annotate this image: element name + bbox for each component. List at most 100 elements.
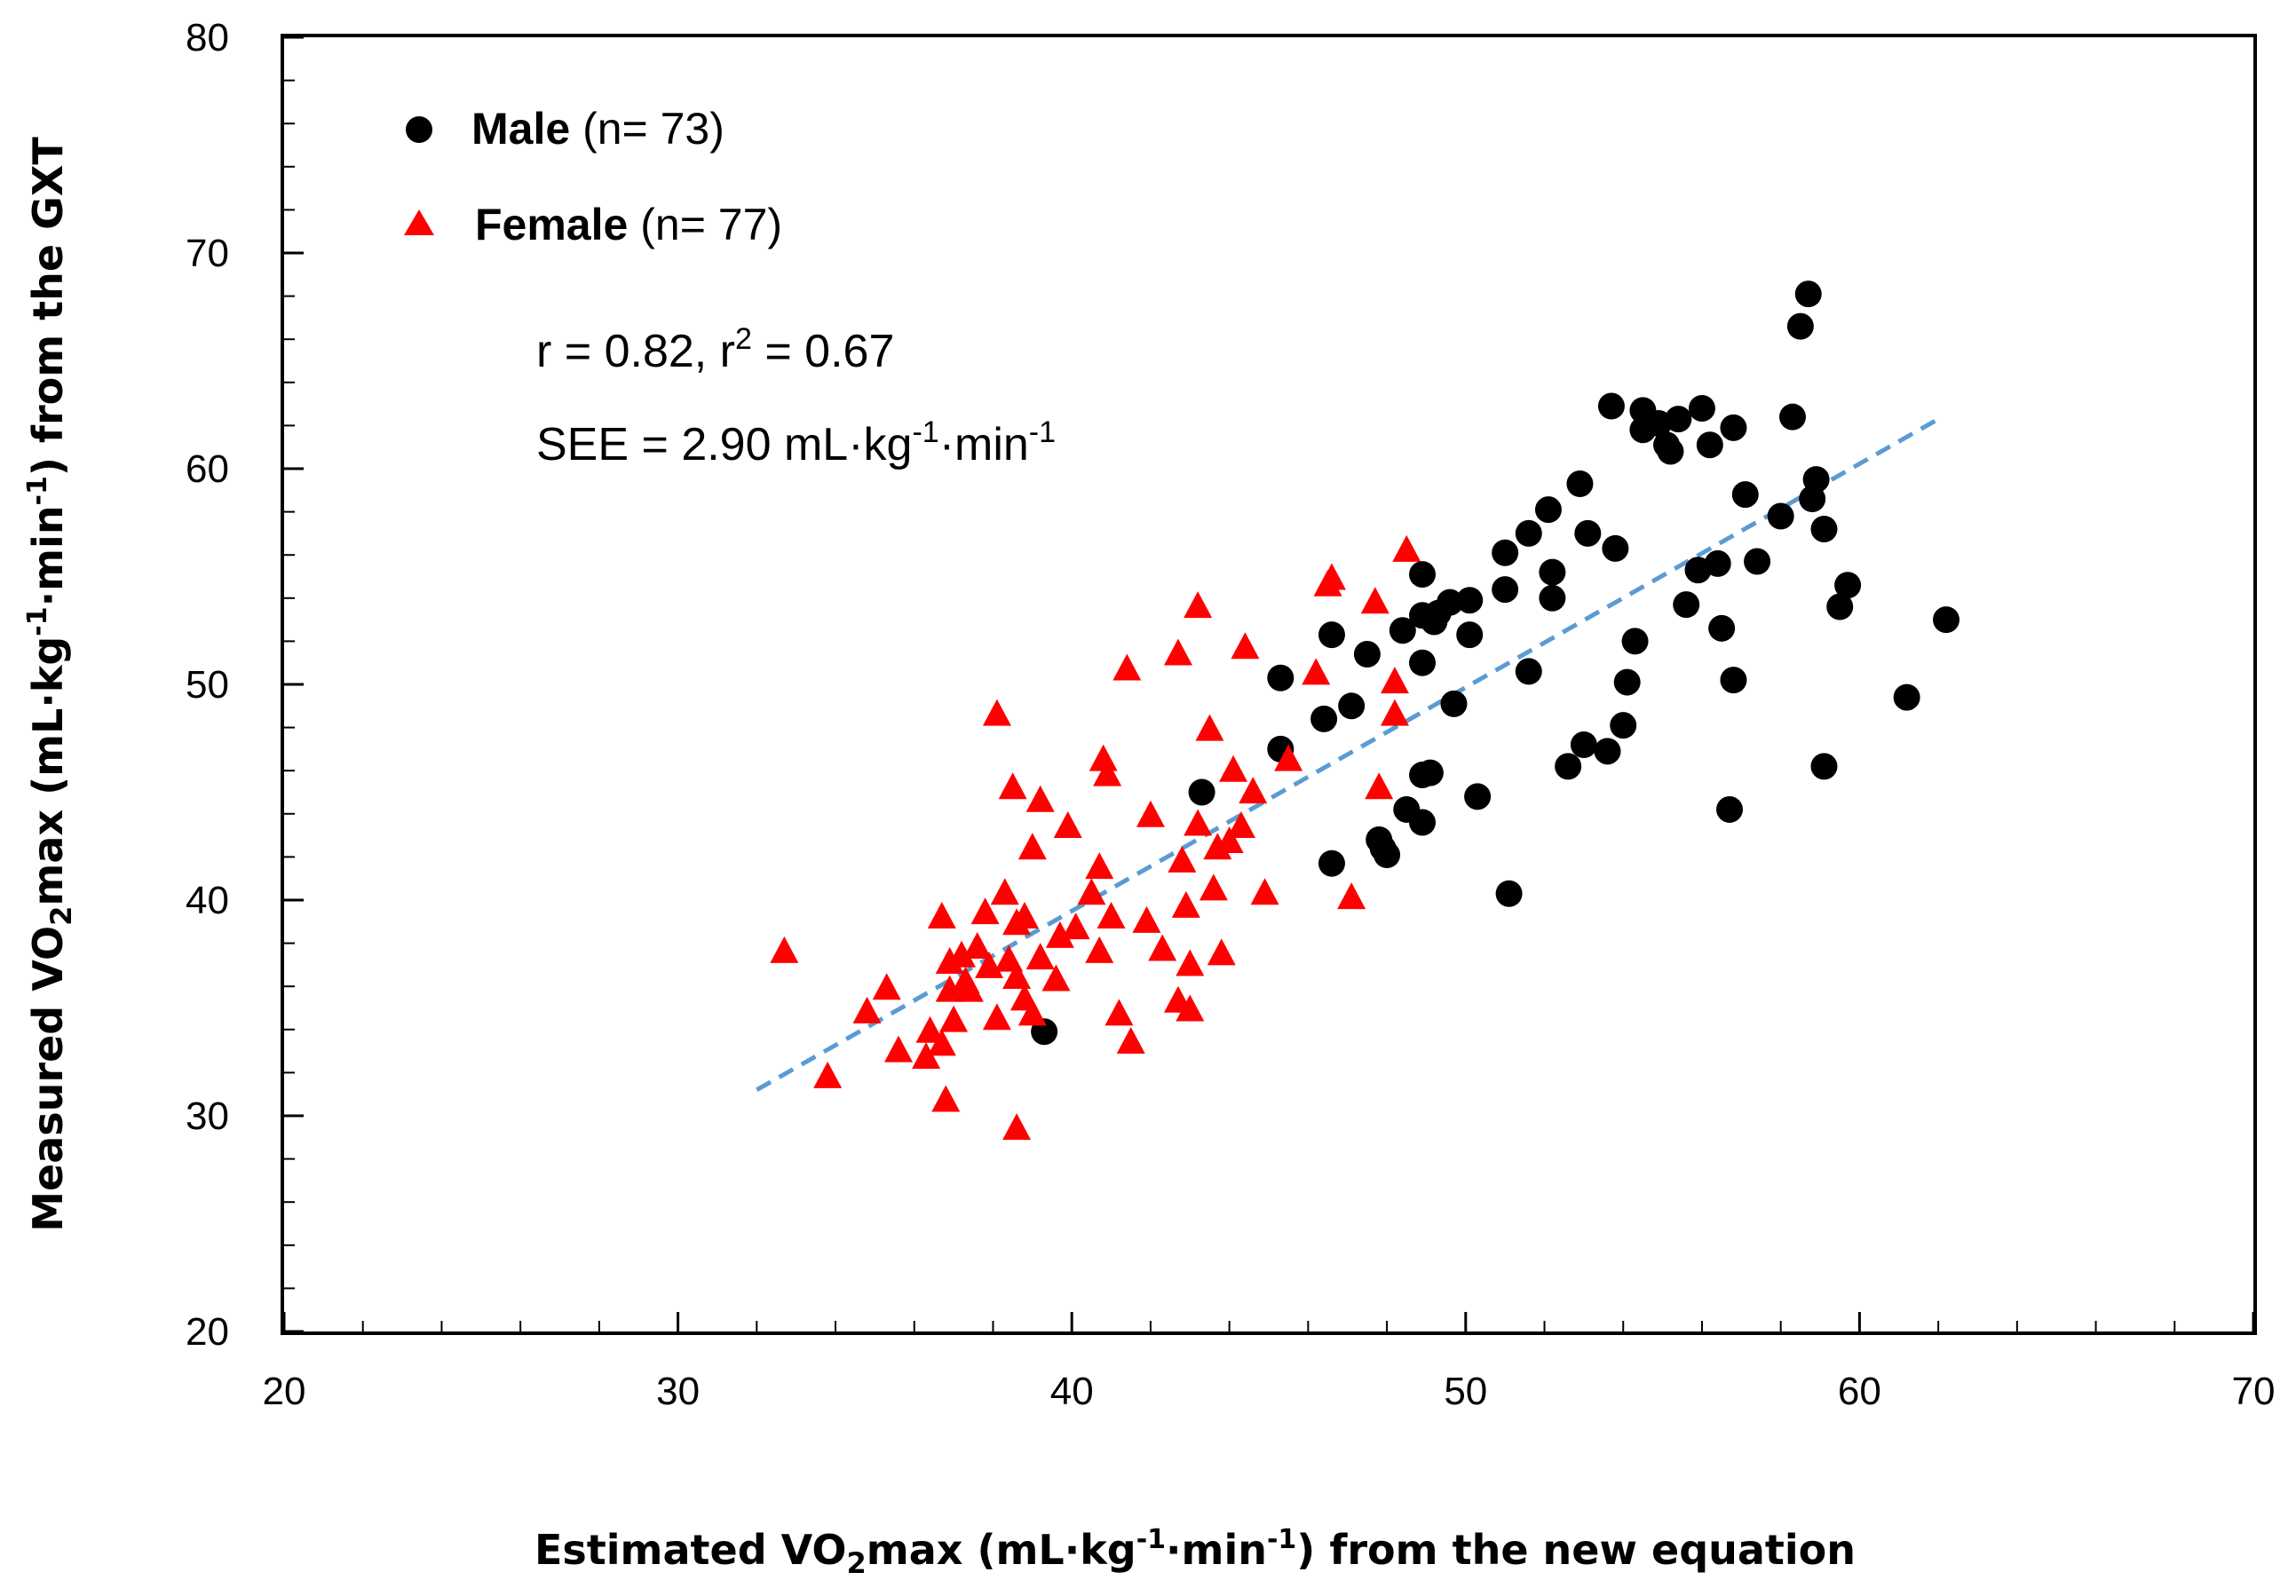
- female-data-point: [1002, 962, 1032, 990]
- female-data-point: [1231, 632, 1260, 660]
- female-data-point: [1136, 800, 1165, 827]
- male-data-point: [1409, 561, 1437, 589]
- female-data-point: [1215, 826, 1244, 853]
- female-data-point: [1093, 759, 1122, 786]
- male-data-point: [1456, 587, 1484, 614]
- female-data-point: [1226, 810, 1255, 838]
- male-data-point: [1570, 731, 1597, 759]
- female-data-point: [1250, 878, 1279, 905]
- male-data-point: [1416, 759, 1444, 786]
- male-data-point: [1720, 667, 1747, 694]
- male-data-point: [1610, 712, 1637, 739]
- female-data-point: [1116, 1026, 1145, 1054]
- female-data-point: [1002, 1113, 1032, 1141]
- see-annotation: SEE = 2.90 mL·kg-1·min-1: [536, 415, 1056, 470]
- male-data-point: [1318, 621, 1345, 649]
- male-data-point: [1492, 576, 1519, 604]
- male-data-point: [1786, 312, 1814, 340]
- male-data-point: [1665, 406, 1692, 433]
- male-data-point: [1437, 589, 1464, 616]
- female-data-point: [1009, 902, 1039, 929]
- plot-area-frame: [281, 34, 2257, 1335]
- female-data-point: [975, 951, 1004, 978]
- male-data-point: [1440, 690, 1468, 717]
- female-data-point: [1176, 994, 1205, 1022]
- male-data-point: [1515, 519, 1542, 547]
- male-data-point: [1716, 795, 1744, 823]
- male-data-point: [1353, 640, 1381, 668]
- female-data-point: [962, 932, 992, 960]
- female-data-point: [1365, 772, 1394, 800]
- male-data-point: [1778, 403, 1806, 431]
- female-data-point: [1337, 882, 1366, 910]
- female-data-point: [813, 1061, 843, 1088]
- female-data-point: [1025, 943, 1055, 970]
- legend: Male (n= 73) Female (n= 77): [404, 104, 782, 249]
- y-tick-label: 50: [186, 663, 229, 707]
- male-data-point: [1810, 516, 1838, 543]
- female-data-point: [1163, 638, 1192, 666]
- male-data-point: [1767, 502, 1794, 530]
- male-data-point: [1597, 392, 1625, 420]
- male-data-point: [1338, 692, 1366, 720]
- female-data-point: [1132, 905, 1161, 933]
- female-data-point: [1207, 938, 1236, 966]
- male-data-point: [1539, 584, 1566, 612]
- female-data-point: [1392, 534, 1421, 562]
- male-data-point: [1318, 849, 1345, 877]
- female-data-point: [1085, 936, 1114, 963]
- female-data-point: [970, 897, 1000, 925]
- y-tick-label: 20: [186, 1310, 229, 1354]
- male-data-point: [1374, 841, 1401, 868]
- female-data-point: [1199, 873, 1228, 901]
- male-data-point: [1495, 880, 1523, 907]
- male-data-point: [1409, 809, 1437, 836]
- male-data-point: [1731, 481, 1759, 509]
- female-data-point: [912, 1041, 941, 1069]
- female-data-point: [935, 975, 964, 1002]
- female-data-point: [1360, 587, 1389, 614]
- legend-marker-male: [406, 116, 432, 143]
- female-data-point: [1061, 913, 1090, 940]
- female-data-point: [990, 878, 1019, 905]
- female-data-point: [770, 936, 799, 963]
- x-tick-label: 40: [1050, 1370, 1094, 1413]
- female-data-point: [1017, 999, 1047, 1026]
- tick-labels: 20 30 40 50 60 70 20 30 40 50 60 70 80: [186, 16, 2275, 1413]
- male-data-point: [1673, 591, 1700, 619]
- y-tick-label: 80: [186, 16, 229, 59]
- male-data-point: [1602, 534, 1629, 562]
- male-data-point: [1464, 783, 1492, 810]
- male-data-point: [1456, 621, 1484, 649]
- female-data-point: [1380, 699, 1409, 726]
- x-axis-title: Estimated VO2max (mL·kg-1·min-1) from th…: [534, 1524, 1856, 1580]
- male-data-point: [1555, 753, 1582, 780]
- male-data-point: [1696, 431, 1723, 459]
- male-data-point: [1708, 614, 1736, 642]
- male-data-point: [1744, 548, 1771, 575]
- female-data-point: [1025, 785, 1055, 812]
- female-data-point: [1317, 563, 1346, 590]
- y-tick-label: 70: [186, 232, 229, 275]
- male-data-point: [1688, 394, 1715, 422]
- female-data-point: [954, 975, 984, 1002]
- female-data-point: [1239, 777, 1268, 804]
- male-data-point: [1515, 658, 1542, 685]
- male-data-point: [1794, 280, 1822, 308]
- female-data-point: [1085, 852, 1114, 880]
- female-data-point: [939, 1005, 969, 1032]
- male-data-point: [1539, 558, 1566, 586]
- male-data-point: [1834, 572, 1862, 599]
- female-data-point: [884, 1035, 914, 1063]
- male-data-point: [1188, 778, 1215, 806]
- female-data-point: [1274, 744, 1303, 771]
- x-tick-label: 50: [1444, 1370, 1487, 1413]
- female-data-point: [1017, 833, 1047, 860]
- male-data-point: [1310, 705, 1338, 732]
- male-data-point: [1492, 539, 1519, 566]
- female-data-point: [1171, 890, 1200, 918]
- female-data-point: [915, 1015, 945, 1043]
- female-data-point: [1097, 902, 1126, 929]
- male-data-point: [1932, 606, 1960, 634]
